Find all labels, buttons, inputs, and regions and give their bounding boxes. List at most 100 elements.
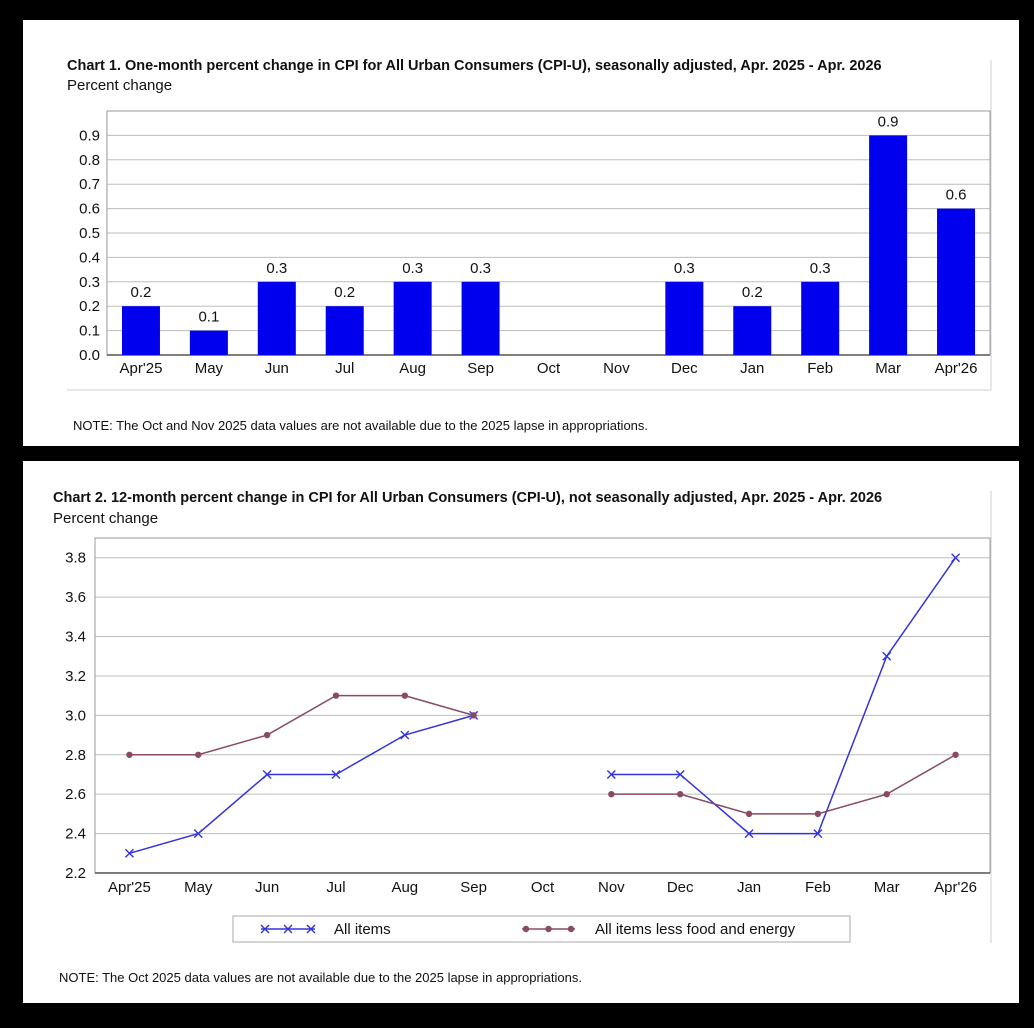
chart1-y-tick-label: 0.2 [79,298,100,315]
chart2-x-tick-label: Mar [874,879,900,896]
chart1-data-label: 0.1 [198,309,219,326]
chart2-y-tick-label: 2.6 [65,786,86,803]
chart1-data-label: 0.3 [810,260,831,277]
chart1-data-label: 0.2 [742,284,763,301]
chart2-x-tick-label: Feb [805,879,831,896]
chart2-point-all-items [262,769,272,779]
chart1-x-tick-label: Nov [603,360,630,377]
chart1-bar [869,135,908,355]
chart1-title: Chart 1. One-month percent change in CPI… [67,58,882,74]
chart2-x-tick-label: Aug [391,879,418,896]
chart2-point-core [332,692,340,699]
chart2-x-tick-label: Sep [460,879,487,896]
chart1-y-tick-label: 0.1 [79,323,100,340]
chart2-panel: Chart 2. 12-month percent change in CPI … [23,461,1019,1003]
chart2-point-all-items [606,769,616,779]
chart2-x-tick-label: Oct [531,879,555,896]
chart1-x-tick-label: Sep [467,360,494,377]
chart1-x-tick-label: May [195,360,224,377]
chart2-plot: 2.2 2.4 2.6 2.8 3.0 3.2 3.4 3.6 3.8 Apr'25 May Jun J… [65,491,992,943]
chart1-y-tick-label: 0.0 [79,347,100,364]
chart2-legend-marker-all-items [283,924,293,934]
chart1-bar [121,306,160,355]
chart2-legend-marker-core [545,925,552,933]
chart1-bar [665,281,704,355]
chart2-series-line-core [611,754,956,815]
chart1-bar [257,281,296,355]
chart2-legend-marker-core [522,925,530,933]
chart2-y-tick-label: 3.8 [65,550,86,567]
chart2-y-tick-label: 3.0 [65,707,86,724]
chart1-y-label: Percent change [67,77,173,94]
chart2-point-all-items [193,829,203,839]
chart1-data-label: 0.2 [131,284,152,301]
chart2-point-core [745,810,753,818]
chart2-series-line-all-items [129,714,474,855]
chart2-plot-frame [94,537,991,874]
chart1-y-tick-label: 0.3 [79,274,100,291]
chart1-x-tick-label: Oct [537,360,561,377]
chart2-point-all-items [331,769,341,779]
chart2-point-core [608,790,615,798]
chart2-legend-label-all-items: All items [334,921,391,938]
chart1-data-label: 0.6 [946,187,967,204]
chart1-y-tick-label: 0.9 [79,127,100,144]
chart1-bar [937,208,976,355]
chart1-data-label: 0.3 [470,260,491,277]
chart2-x-tick-label: May [184,879,213,896]
chart2-note: NOTE: The Oct 2025 data values are not a… [59,970,582,985]
chart2-legend-marker-core [567,925,575,933]
chart2-series-line-core [129,694,474,756]
chart2-x-tick-label: Jun [255,879,279,896]
chart1-x-tick-label: Feb [807,360,833,377]
chart2-point-core [195,751,202,758]
chart1-x-tick-label: Mar [875,360,901,377]
chart1-y-tick-label: 0.6 [79,201,100,218]
chart1-y-tick-label: 0.5 [79,225,100,242]
chart1-y-tick-label: 0.4 [79,249,100,266]
chart1-x-tick-label: Apr'25 [120,360,163,377]
chart2-point-all-items [744,829,754,839]
chart1-x-tick-label: Jun [265,360,289,377]
chart2-x-tick-label: Jan [737,879,761,896]
chart1-data-label: 0.9 [878,113,899,130]
chart1-x-tick-label: Dec [671,360,698,377]
chart2-series-line-all-items [611,557,957,835]
chart2-y-tick-label: 2.4 [65,826,86,843]
chart2-point-all-items [124,848,134,858]
chart1-x-tick-label: Jan [740,360,764,377]
chart2-point-all-items [951,553,961,563]
chart1-bar [733,306,772,355]
chart1-data-label: 0.2 [334,284,355,301]
chart1-bar [325,306,364,355]
chart2-x-tick-label: Apr'26 [934,879,977,896]
chart2-y-tick-label: 3.6 [65,589,86,606]
chart2-y-tick-label: 3.2 [65,668,86,685]
chart1-x-tick-label: Jul [335,360,354,377]
chart2-point-core [814,810,822,818]
chart1-data-label: 0.3 [674,260,695,277]
chart2-point-core [676,790,684,798]
chart1-data-label: 0.3 [402,260,423,277]
chart2-point-core [883,790,890,798]
chart2-point-core [126,751,133,758]
chart1-bar [801,281,840,355]
chart2-point-core [401,692,409,699]
chart2-point-core [952,751,959,758]
chart2-x-tick-label: Jul [326,879,345,896]
chart2-x-tick-label: Dec [667,879,694,896]
chart2-title: Chart 2. 12-month percent change in CPI … [53,490,883,506]
chart1-bar [393,281,432,355]
chart2-legend-marker-all-items [260,924,270,934]
chart1-bar [189,330,228,355]
chart2-x-tick-label: Nov [598,879,625,896]
chart2-x-tick-label: Apr'25 [108,879,151,896]
chart2-point-all-items [882,651,892,661]
chart2-point-all-items [675,769,685,779]
chart2-y-label: Percent change [53,510,159,527]
chart2-legend-label-core: All items less food and energy [595,921,796,938]
chart1-data-label: 0.3 [266,260,287,277]
chart2-y-tick-label: 2.2 [65,865,86,882]
chart1-panel: Chart 1. One-month percent change in CPI… [23,20,1019,446]
chart2-point-core [263,731,271,739]
